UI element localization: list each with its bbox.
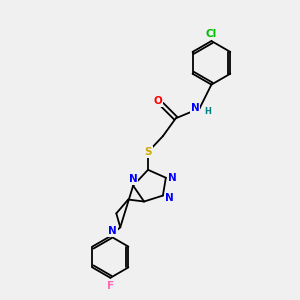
Text: N: N	[168, 173, 177, 183]
Text: S: S	[144, 147, 152, 157]
Text: F: F	[107, 281, 114, 291]
Text: O: O	[154, 97, 162, 106]
Text: N: N	[129, 174, 137, 184]
Text: N: N	[165, 193, 174, 202]
Text: Cl: Cl	[206, 29, 217, 39]
Text: N: N	[108, 226, 117, 236]
Text: H: H	[205, 107, 212, 116]
Text: N: N	[191, 103, 200, 113]
